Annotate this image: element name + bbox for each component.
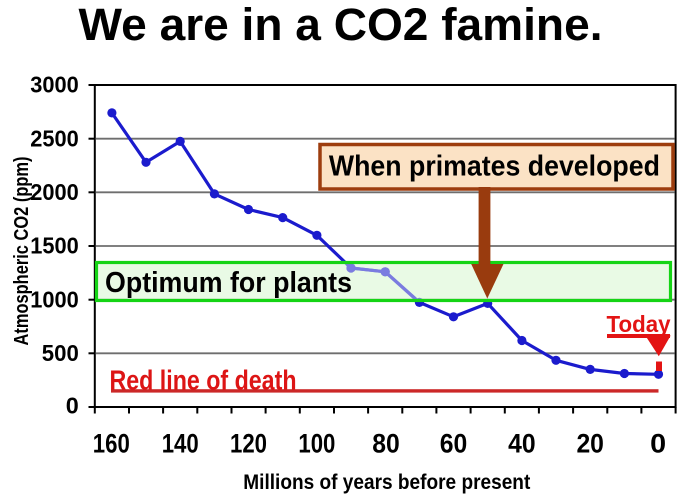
svg-text:1500: 1500 xyxy=(30,233,79,259)
svg-text:60: 60 xyxy=(440,429,468,459)
svg-text:140: 140 xyxy=(162,429,199,459)
svg-text:1000: 1000 xyxy=(30,286,79,312)
svg-text:80: 80 xyxy=(372,429,400,459)
svg-text:500: 500 xyxy=(42,340,79,366)
svg-text:40: 40 xyxy=(508,429,536,459)
svg-text:3000: 3000 xyxy=(30,72,79,98)
svg-text:100: 100 xyxy=(298,429,335,459)
svg-text:Millions of years before prese: Millions of years before present xyxy=(243,471,530,494)
svg-text:Atmospheric CO2 (ppm): Atmospheric CO2 (ppm) xyxy=(11,157,33,346)
svg-text:2500: 2500 xyxy=(30,125,79,151)
svg-text:Red line of death: Red line of death xyxy=(110,365,297,396)
svg-text:We are in a CO2 famine.: We are in a CO2 famine. xyxy=(79,0,603,50)
svg-text:When primates developed: When primates developed xyxy=(329,150,660,182)
svg-text:20: 20 xyxy=(576,429,604,459)
svg-text:Optimum for plants: Optimum for plants xyxy=(105,267,352,299)
svg-text:0: 0 xyxy=(650,429,666,459)
svg-text:0: 0 xyxy=(66,392,79,418)
svg-text:2000: 2000 xyxy=(30,179,79,205)
svg-text:120: 120 xyxy=(230,429,267,459)
svg-text:160: 160 xyxy=(93,429,130,459)
svg-text:Today: Today xyxy=(607,311,671,337)
